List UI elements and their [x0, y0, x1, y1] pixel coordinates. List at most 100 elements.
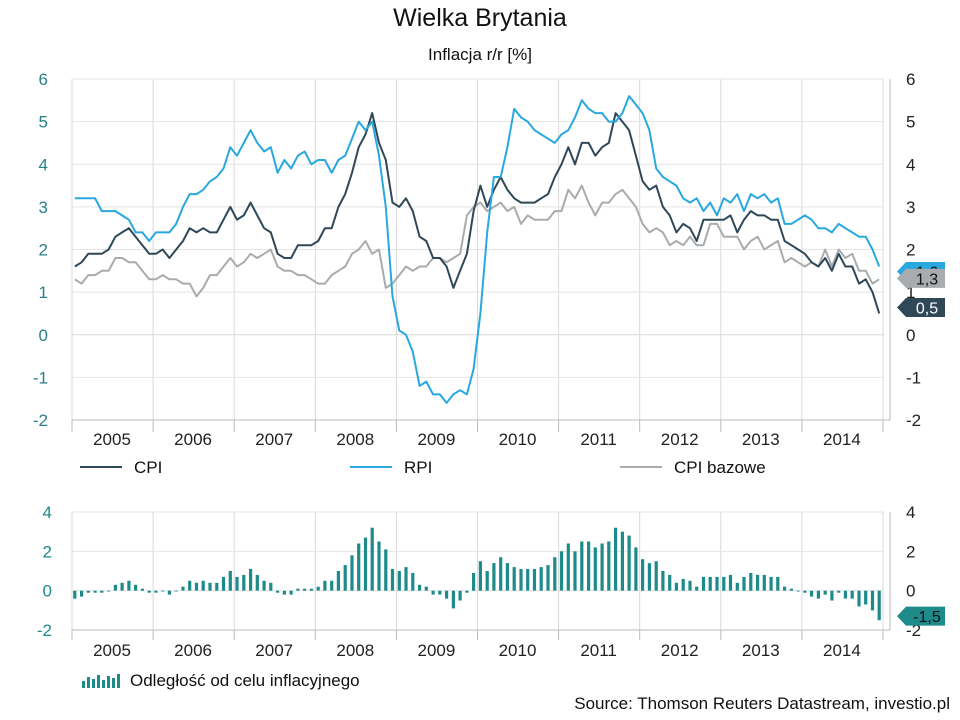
bar — [127, 580, 131, 591]
x-tick-label: 2006 — [174, 641, 212, 660]
x-tick-label: 2008 — [336, 641, 374, 660]
bar — [580, 541, 584, 591]
bar — [776, 576, 780, 591]
bar — [86, 590, 90, 593]
bar — [350, 555, 354, 591]
bar — [877, 590, 881, 621]
y-tick-label-right: 2 — [906, 241, 915, 260]
bar — [377, 541, 381, 591]
bar — [147, 590, 151, 593]
legend-swatch-bars — [97, 675, 100, 688]
bar — [289, 590, 293, 595]
bar — [296, 588, 300, 591]
bar — [688, 580, 692, 591]
bar — [309, 588, 313, 591]
y-tick-label-left: 2 — [39, 241, 48, 260]
legend-swatch-bars — [102, 680, 105, 688]
y-tick-label-right: -2 — [906, 411, 921, 430]
bar — [276, 590, 280, 593]
bar — [424, 586, 428, 591]
bar — [870, 590, 875, 611]
cpi-bazowe-end-label: 1,3 — [916, 271, 938, 288]
bar — [303, 588, 307, 591]
bar — [728, 574, 733, 591]
x-tick-label: 2010 — [499, 641, 537, 660]
bar — [843, 590, 847, 599]
bar — [323, 580, 327, 591]
bar — [458, 590, 462, 601]
legend-label: Odległość od celu inflacyjnego — [130, 671, 360, 690]
bar — [641, 559, 645, 591]
bar — [215, 582, 219, 591]
cpi-end-label: 0,5 — [916, 300, 938, 317]
series-line-rpi — [74, 95, 881, 404]
bar — [708, 576, 712, 591]
bar — [262, 580, 266, 591]
bar — [857, 590, 861, 607]
bar — [451, 590, 455, 609]
x-tick-label: 2007 — [255, 430, 293, 449]
bar — [695, 586, 699, 591]
bar — [803, 590, 807, 593]
x-tick-label: 2013 — [742, 430, 780, 449]
bar — [80, 590, 84, 597]
bar — [208, 582, 212, 591]
bar — [249, 569, 253, 591]
bar — [357, 543, 361, 591]
y-tick-label-left: 3 — [39, 198, 48, 217]
bar — [134, 584, 138, 591]
legend-swatch-bars — [87, 677, 90, 688]
bar — [221, 576, 226, 591]
x-tick-label: 2010 — [499, 430, 537, 449]
y-tick-label-right: 4 — [906, 503, 915, 522]
chart-subtitle: Inflacja r/r [%] — [428, 45, 532, 64]
legend-label: RPI — [404, 458, 432, 477]
bar — [661, 571, 665, 591]
series-line-cpi — [74, 112, 881, 314]
bar — [864, 590, 868, 605]
y-tick-label-left: 4 — [43, 503, 52, 522]
bar — [505, 563, 509, 591]
bar — [120, 582, 124, 591]
bar — [823, 590, 827, 595]
bar — [431, 590, 435, 595]
x-tick-label: 2005 — [93, 641, 131, 660]
bar — [810, 590, 814, 597]
bar — [830, 590, 834, 601]
x-tick-label: 2013 — [742, 641, 780, 660]
bar — [363, 537, 368, 591]
gap-end-label: -1,5 — [913, 609, 941, 626]
legend-swatch-bars — [117, 674, 120, 688]
y-tick-label-left: 0 — [39, 326, 48, 345]
bar — [154, 590, 158, 593]
bar — [526, 569, 530, 591]
bar — [587, 541, 591, 591]
bar — [343, 565, 347, 591]
x-tick-label: 2009 — [417, 641, 455, 660]
y-tick-label-right: 6 — [906, 70, 915, 89]
bar — [140, 588, 144, 591]
y-tick-label-left: 0 — [43, 582, 52, 601]
x-tick-label: 2008 — [336, 430, 374, 449]
bar — [316, 586, 320, 591]
bar — [593, 547, 597, 591]
bar — [93, 590, 97, 593]
bar — [749, 573, 753, 591]
bar — [336, 571, 340, 591]
bar — [789, 588, 793, 591]
y-tick-label-left: -2 — [37, 621, 52, 640]
y-tick-label-right: 4 — [906, 155, 915, 174]
bar — [194, 582, 199, 591]
x-tick-label: 2014 — [823, 641, 861, 660]
bar — [735, 582, 739, 591]
bar — [654, 561, 658, 591]
bar — [404, 567, 408, 591]
y-tick-label-right: -2 — [906, 621, 921, 640]
y-tick-label-right: 1 — [906, 283, 915, 302]
bar — [512, 567, 516, 591]
bar — [837, 590, 841, 593]
bar — [607, 541, 611, 591]
legend-swatch-bars — [107, 676, 110, 688]
y-tick-label-right: 0 — [906, 582, 915, 601]
